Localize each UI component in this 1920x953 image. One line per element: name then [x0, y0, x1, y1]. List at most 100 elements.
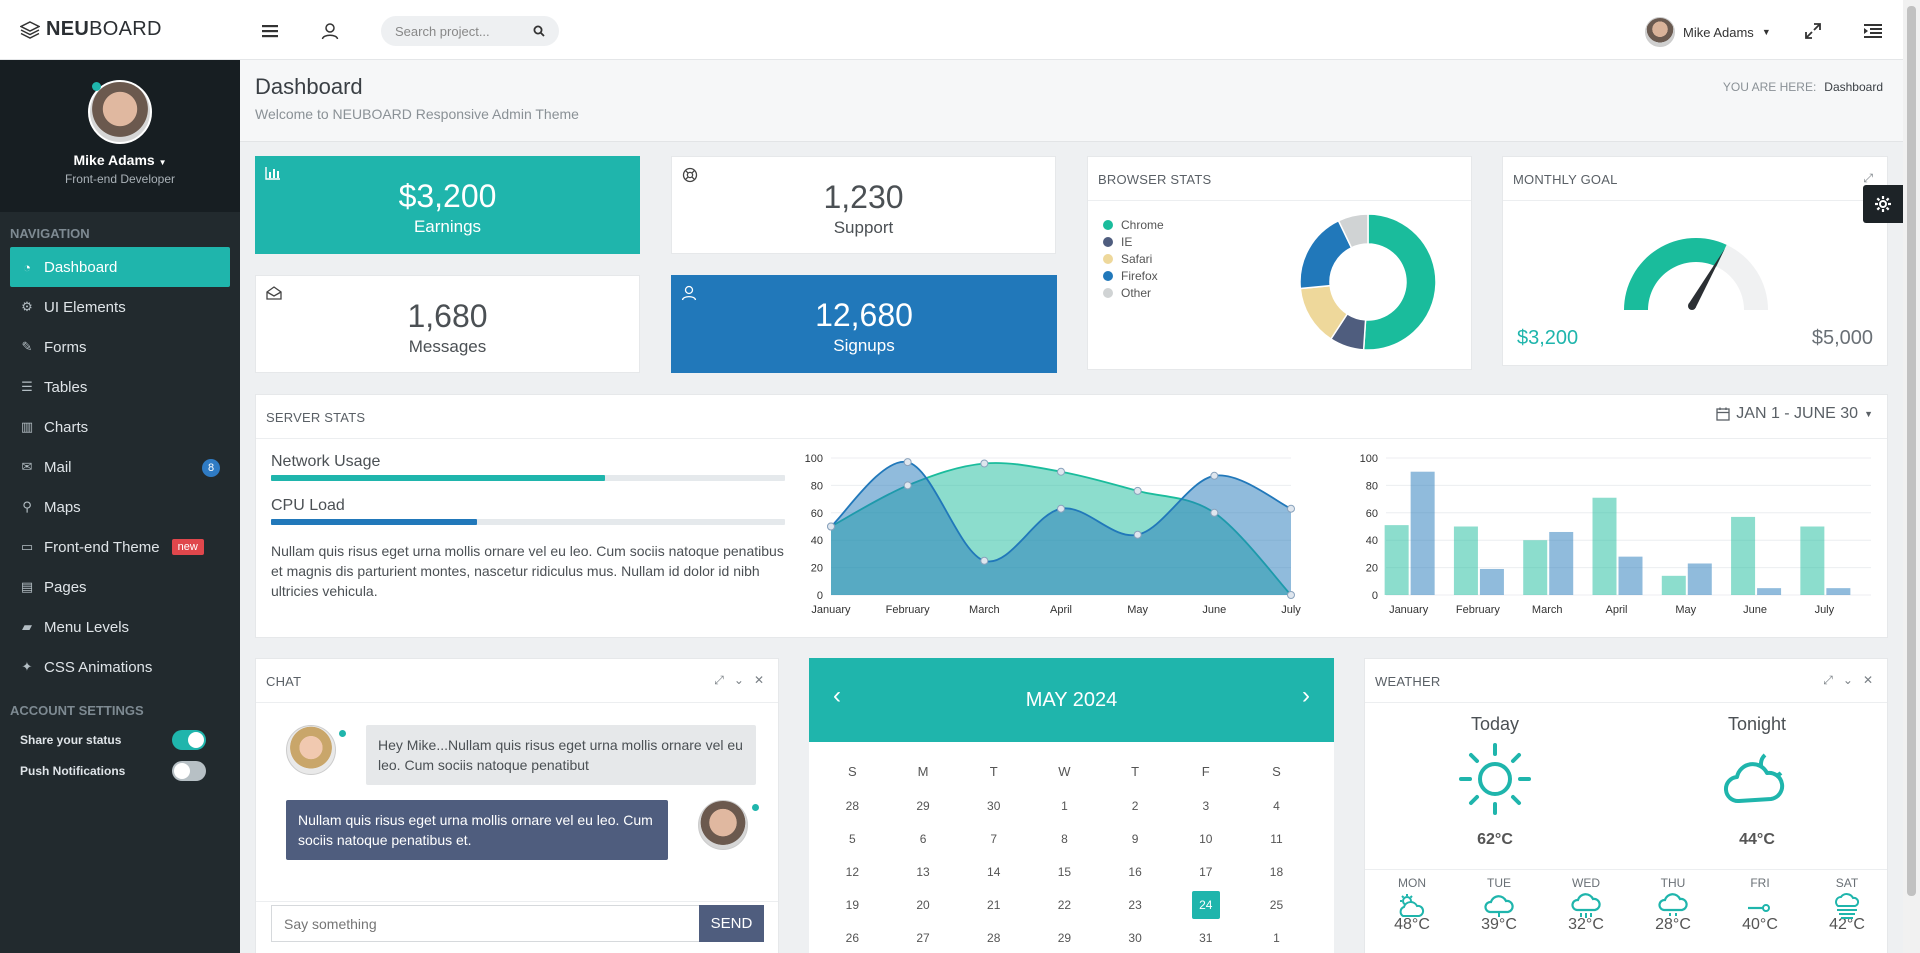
bar-2[interactable] — [1549, 531, 1574, 595]
bar-1[interactable] — [1592, 497, 1617, 595]
calendar-day[interactable]: 2 — [1100, 789, 1171, 822]
avatar[interactable] — [88, 80, 152, 144]
data-point[interactable] — [1133, 486, 1142, 495]
brand-logo[interactable]: NEUBOARD — [20, 18, 162, 41]
calendar-day[interactable]: 4 — [1241, 789, 1312, 822]
calendar-day[interactable]: 28 — [817, 789, 888, 822]
bar-1[interactable] — [1384, 525, 1409, 595]
calendar-day[interactable]: 1 — [1241, 921, 1312, 953]
calendar-day[interactable]: 30 — [958, 789, 1029, 822]
bar-2[interactable] — [1618, 556, 1643, 595]
calendar-day[interactable]: 15 — [1029, 855, 1100, 888]
menu-toggle-icon[interactable] — [259, 20, 281, 42]
sidebar-item-mail[interactable]: ✉ Mail 8 — [0, 447, 240, 487]
bar-2[interactable] — [1687, 563, 1712, 595]
sidebar-item-css-animations[interactable]: ✦ CSS Animations — [0, 647, 240, 687]
calendar-day[interactable]: 24 — [1170, 888, 1241, 921]
calendar-day[interactable]: 27 — [888, 921, 959, 953]
expand-icon[interactable]: ⤢ — [1863, 171, 1873, 185]
sidebar-item-pages[interactable]: ▤ Pages — [0, 567, 240, 607]
chevron-down-icon[interactable]: ⌄ — [1842, 673, 1853, 687]
right-panel-toggle-icon[interactable] — [1862, 20, 1884, 42]
data-point[interactable] — [1287, 591, 1295, 599]
chevron-down-icon[interactable]: ⌄ — [733, 673, 744, 687]
settings-gear-button[interactable] — [1863, 185, 1903, 223]
send-button[interactable]: SEND — [699, 905, 764, 942]
calendar-day[interactable]: 21 — [958, 888, 1029, 921]
earnings-tile[interactable]: $3,200 Earnings — [255, 156, 640, 254]
breadcrumb-current[interactable]: Dashboard — [1824, 80, 1883, 94]
search-input[interactable] — [395, 23, 525, 39]
calendar-day[interactable]: 19 — [817, 888, 888, 921]
date-range-picker[interactable]: JAN 1 - JUNE 30 ▼ — [1716, 405, 1873, 423]
sidebar-item-ui-elements[interactable]: ⚙ UI Elements — [0, 287, 240, 327]
bar-2[interactable] — [1826, 588, 1851, 595]
chat-message-input[interactable] — [271, 905, 701, 942]
user-menu[interactable]: Mike Adams ▼ — [1645, 17, 1771, 47]
calendar-day[interactable]: 23 — [1100, 888, 1171, 921]
data-point[interactable] — [1210, 471, 1219, 480]
calendar-day[interactable]: 18 — [1241, 855, 1312, 888]
bar-2[interactable] — [1410, 471, 1435, 595]
data-point[interactable] — [980, 459, 989, 468]
calendar-day[interactable]: 13 — [888, 855, 959, 888]
close-icon[interactable]: ✕ — [1862, 673, 1873, 687]
data-point[interactable] — [1287, 504, 1295, 513]
calendar-day[interactable]: 10 — [1170, 822, 1241, 855]
user-icon[interactable] — [319, 20, 341, 42]
prev-month-button[interactable]: ‹ — [833, 682, 841, 709]
calendar-day[interactable]: 20 — [888, 888, 959, 921]
bar-2[interactable] — [1757, 588, 1782, 595]
data-point[interactable] — [827, 522, 835, 531]
sidebar-item-dashboard[interactable]: ◔ Dashboard — [10, 247, 230, 287]
calendar-day[interactable]: 26 — [817, 921, 888, 953]
bar-1[interactable] — [1731, 516, 1756, 595]
data-point[interactable] — [1057, 467, 1065, 476]
sidebar-item-front-end-theme[interactable]: ▭ Front-end Theme new — [0, 527, 240, 567]
calendar-day[interactable]: 16 — [1100, 855, 1171, 888]
data-point[interactable] — [1133, 530, 1142, 539]
calendar-day[interactable]: 29 — [1029, 921, 1100, 953]
sidebar-item-tables[interactable]: ☰ Tables — [0, 367, 240, 407]
bar-1[interactable] — [1523, 540, 1548, 595]
calendar-day[interactable]: 3 — [1170, 789, 1241, 822]
bar-1[interactable] — [1661, 575, 1686, 595]
calendar-day[interactable]: 25 — [1241, 888, 1312, 921]
next-month-button[interactable]: › — [1302, 682, 1310, 709]
calendar-day[interactable]: 5 — [817, 822, 888, 855]
signups-tile[interactable]: 12,680 Signups — [671, 275, 1057, 373]
calendar-day[interactable]: 11 — [1241, 822, 1312, 855]
calendar-day[interactable]: 7 — [958, 822, 1029, 855]
calendar-day[interactable]: 30 — [1100, 921, 1171, 953]
search-icon[interactable] — [533, 25, 545, 37]
calendar-day[interactable]: 29 — [888, 789, 959, 822]
close-icon[interactable]: ✕ — [753, 673, 764, 687]
sidebar-item-forms[interactable]: ✎ Forms — [0, 327, 240, 367]
profile-name[interactable]: Mike Adams ▼ — [73, 152, 167, 168]
data-point[interactable] — [903, 458, 912, 467]
calendar-day[interactable]: 1 — [1029, 789, 1100, 822]
expand-icon[interactable]: ⤢ — [1823, 673, 1833, 687]
push-notifications-toggle[interactable] — [172, 760, 206, 781]
calendar-day[interactable]: 31 — [1170, 921, 1241, 953]
sidebar-item-maps[interactable]: ⚲ Maps — [0, 487, 240, 527]
data-point[interactable] — [1210, 508, 1219, 517]
data-point[interactable] — [980, 556, 989, 565]
bar-1[interactable] — [1800, 526, 1825, 596]
share-status-toggle[interactable] — [172, 729, 206, 750]
data-point[interactable] — [1057, 504, 1065, 513]
calendar-day[interactable]: 14 — [958, 855, 1029, 888]
messages-tile[interactable]: 1,680 Messages — [255, 275, 640, 373]
bar-2[interactable] — [1479, 568, 1504, 595]
calendar-day[interactable]: 12 — [817, 855, 888, 888]
expand-icon[interactable]: ⤢ — [714, 673, 724, 687]
page-scrollbar[interactable] — [1903, 0, 1920, 953]
scrollbar-thumb[interactable] — [1907, 6, 1916, 896]
sidebar-item-menu-levels[interactable]: ▰ Menu Levels — [0, 607, 240, 647]
calendar-day[interactable]: 22 — [1029, 888, 1100, 921]
bar-1[interactable] — [1453, 526, 1478, 596]
sidebar-item-charts[interactable]: ▥ Charts — [0, 407, 240, 447]
expand-icon[interactable] — [1802, 20, 1824, 42]
calendar-day[interactable]: 8 — [1029, 822, 1100, 855]
data-point[interactable] — [903, 481, 912, 490]
